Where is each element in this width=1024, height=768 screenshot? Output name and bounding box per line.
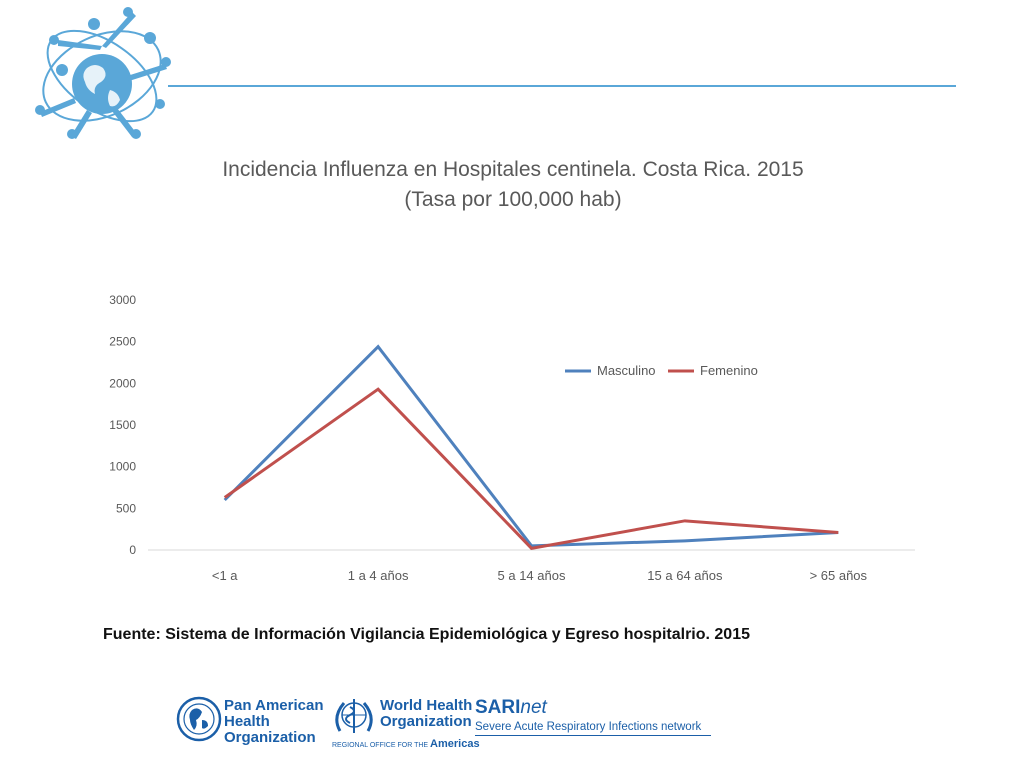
- legend-label: Femenino: [700, 363, 758, 378]
- sarinet-logo: SARInet: [475, 697, 547, 719]
- y-tick-label: 3000: [109, 293, 136, 307]
- who-regional-label: REGIONAL OFFICE FOR THE: [332, 742, 429, 749]
- x-tick-label: > 65 años: [810, 568, 868, 583]
- x-tick-label: 5 a 14 años: [498, 568, 566, 583]
- y-tick-label: 0: [129, 543, 136, 557]
- sari-bold: SARI: [475, 697, 521, 718]
- y-tick-label: 2000: [109, 376, 136, 390]
- x-tick-label: 1 a 4 años: [348, 568, 409, 583]
- x-tick-label: 15 a 64 años: [647, 568, 723, 583]
- who-regional: REGIONAL OFFICE FOR THE Americas: [332, 738, 480, 750]
- paho-name: Pan American Health Organization: [224, 698, 324, 746]
- sarinet-subtitle: Severe Acute Respiratory Infections netw…: [475, 721, 702, 733]
- chart-title-block: Incidencia Influenza en Hospitales centi…: [160, 155, 866, 215]
- header-rule: [168, 85, 956, 87]
- paho-line3: Organization: [224, 729, 316, 746]
- x-tick-label: <1 a: [212, 568, 238, 583]
- who-region: Americas: [430, 738, 480, 750]
- globe-logo-icon: [35, 7, 171, 139]
- chart-subtitle: (Tasa por 100,000 hab): [404, 188, 622, 211]
- who-emblem-icon: [335, 699, 373, 733]
- y-tick-label: 500: [116, 501, 136, 515]
- who-line1: World Health: [380, 697, 473, 714]
- series-line-masculino: [223, 344, 839, 548]
- who-line2: Organization: [380, 713, 472, 730]
- sarinet-rule: [475, 735, 711, 736]
- y-tick-label: 2500: [109, 335, 136, 349]
- who-name: World Health Organization: [380, 698, 472, 730]
- y-tick-label: 1500: [109, 418, 136, 432]
- y-tick-label: 1000: [109, 460, 136, 474]
- line-chart: 3000 2500 2000 1500 1000 500 0 <1 a 1 a 4 años 5 …: [109, 293, 915, 583]
- legend-label: Masculino: [597, 363, 656, 378]
- paho-emblem-icon: [176, 696, 222, 742]
- series-line-femenino: [223, 387, 839, 550]
- source-note: Fuente: Sistema de Información Vigilanci…: [103, 626, 750, 643]
- sari-italic: net: [520, 697, 547, 718]
- paho-line2: Health: [224, 713, 270, 730]
- chart-title: Incidencia Influenza en Hospitales centi…: [222, 158, 804, 181]
- paho-line1: Pan American: [224, 697, 324, 714]
